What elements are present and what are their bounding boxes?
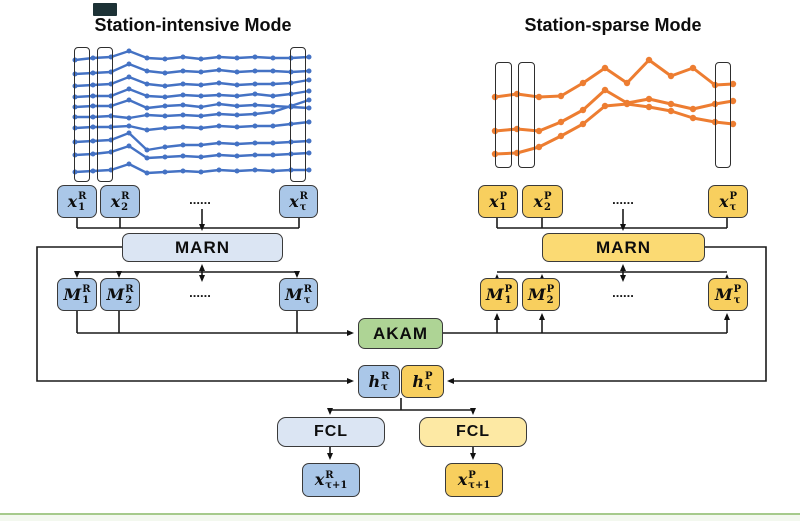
- math-base: x: [718, 191, 729, 211]
- right-chart-lines: [491, 56, 737, 158]
- fcl-left-block: FCL: [277, 417, 385, 447]
- math-base: h: [368, 371, 381, 391]
- bottom-rule: [0, 513, 800, 515]
- right-memory-ellipsis: ......: [612, 285, 634, 300]
- connector-lines: [36, 209, 767, 460]
- right-window-rect-tau: [715, 62, 731, 168]
- right-window-rect-1: [495, 62, 512, 168]
- math-base: M: [284, 284, 303, 304]
- right-window-rect-2: [518, 62, 535, 168]
- math-base: x: [110, 191, 121, 211]
- right-x-ellipsis: ......: [612, 192, 634, 207]
- akam-block: AKAM: [358, 318, 443, 349]
- marn-left-label: MARN: [175, 237, 230, 257]
- marn-right-label: MARN: [596, 237, 651, 257]
- math-base: M: [714, 284, 733, 304]
- math-base: M: [63, 284, 82, 304]
- math-base: h: [412, 371, 425, 391]
- math-base: x: [67, 191, 78, 211]
- math-base: M: [485, 284, 504, 304]
- left-window-rect-1: [74, 47, 90, 182]
- screenshot-artifact-mark: [93, 3, 117, 16]
- akam-label: AKAM: [373, 323, 428, 343]
- math-base: x: [457, 470, 468, 489]
- marn-right-block: MARN: [542, 233, 705, 262]
- math-base: x: [314, 470, 325, 489]
- math-base: x: [488, 191, 499, 211]
- math-base: M: [106, 284, 125, 304]
- fcl-right-block: FCL: [419, 417, 527, 447]
- fcl-left-label: FCL: [313, 423, 349, 440]
- fcl-right-label: FCL: [455, 423, 491, 440]
- bottom-band: [0, 515, 800, 521]
- math-base: x: [533, 191, 543, 211]
- math-base: M: [527, 284, 546, 304]
- left-memory-ellipsis: ......: [189, 285, 211, 300]
- left-window-rect-2: [97, 47, 113, 182]
- left-x-ellipsis: ......: [189, 192, 211, 207]
- math-base: x: [289, 191, 299, 211]
- right-mode-title: Station-sparse Mode: [524, 15, 702, 35]
- marn-left-block: MARN: [122, 233, 283, 262]
- left-chart-lines: [72, 48, 312, 176]
- left-window-rect-tau: [290, 47, 306, 182]
- left-mode-title: Station-intensive Mode: [94, 15, 292, 35]
